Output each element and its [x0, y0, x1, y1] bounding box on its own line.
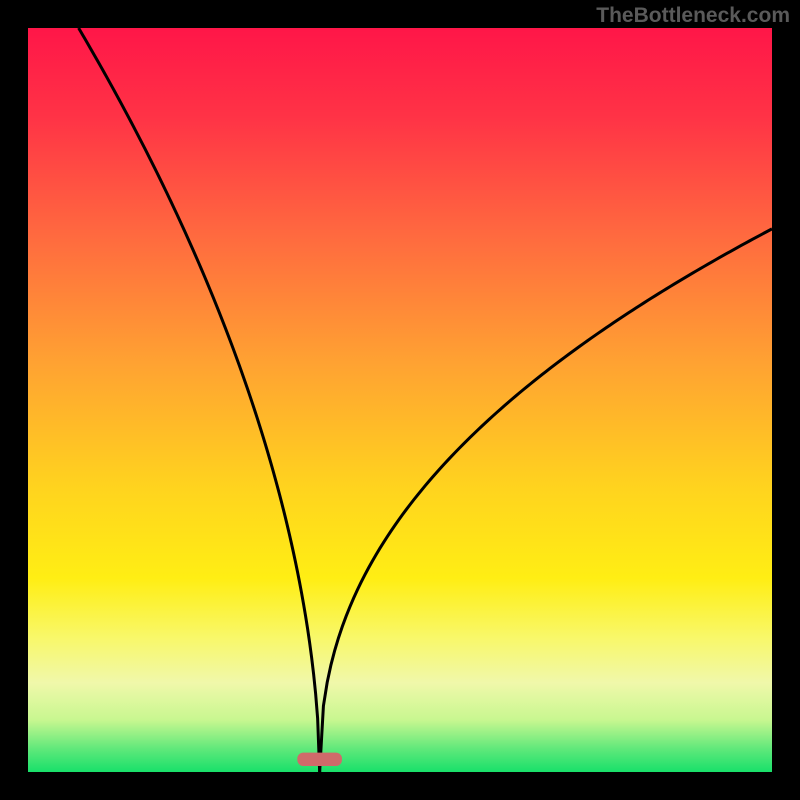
min-marker	[297, 753, 342, 766]
chart-container: TheBottleneck.com	[0, 0, 800, 800]
bottleneck-chart	[0, 0, 800, 800]
watermark-text: TheBottleneck.com	[596, 4, 790, 28]
